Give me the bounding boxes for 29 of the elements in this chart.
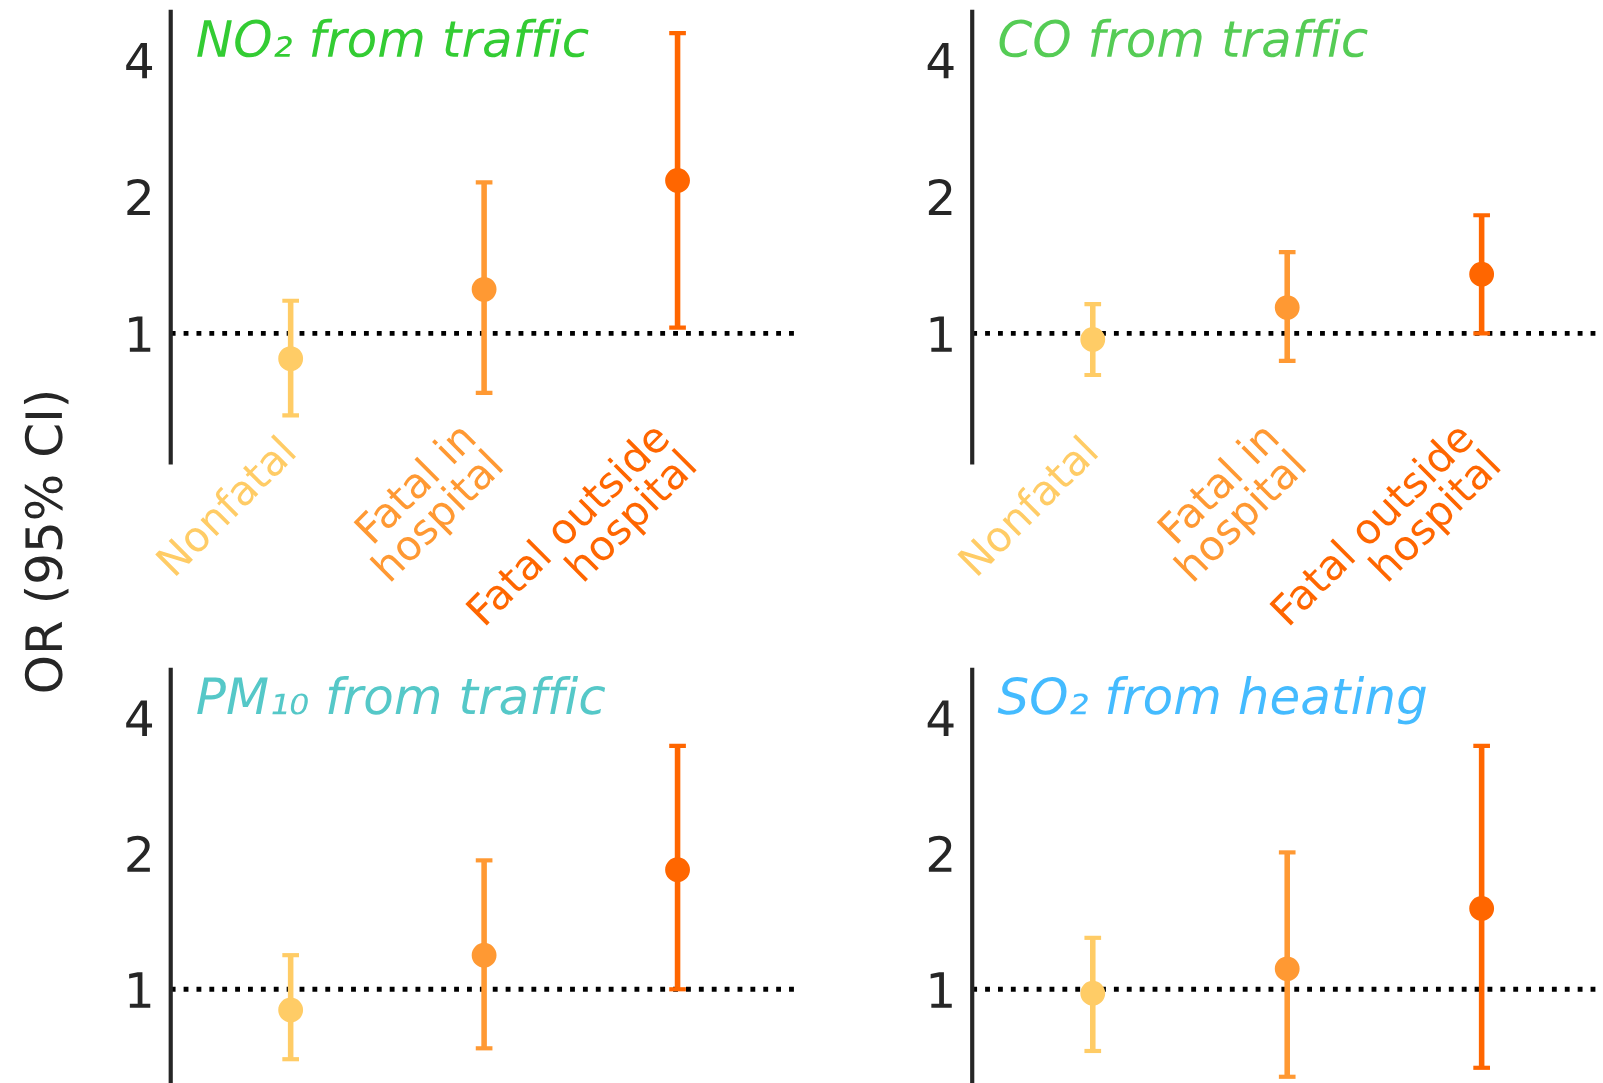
point bbox=[1080, 980, 1106, 1006]
point bbox=[278, 997, 304, 1023]
y-tick-label: 1 bbox=[129, 316, 151, 352]
point bbox=[471, 942, 497, 968]
y-tick-label: 4 bbox=[126, 42, 153, 79]
point bbox=[471, 276, 497, 302]
chart-title: NO₂ from traffic bbox=[197, 18, 589, 58]
point bbox=[1469, 896, 1495, 921]
point bbox=[665, 857, 690, 883]
y-tick-label: 4 bbox=[126, 700, 153, 736]
y-tick-label: 2 bbox=[127, 835, 150, 872]
point bbox=[1080, 326, 1106, 352]
y-tick-label: 2 bbox=[928, 835, 952, 872]
point bbox=[665, 168, 690, 193]
y-axis-title: OR (95% CI) bbox=[23, 392, 69, 692]
chart-title: PM₁₀ from traffic bbox=[197, 676, 606, 715]
y-tick-label: 4 bbox=[927, 700, 954, 736]
point bbox=[1274, 295, 1300, 320]
point bbox=[1274, 956, 1300, 982]
y-tick-label: 2 bbox=[928, 179, 952, 216]
y-tick-label: 1 bbox=[129, 972, 151, 1008]
y-tick-label: 4 bbox=[927, 42, 954, 79]
chart-title: CO from traffic bbox=[999, 18, 1368, 58]
y-tick-label: 1 bbox=[930, 316, 952, 352]
point bbox=[278, 346, 304, 372]
chart-title: SO₂ from heating bbox=[997, 676, 1426, 725]
y-tick-label: 1 bbox=[930, 972, 952, 1008]
y-tick-label: 2 bbox=[127, 179, 150, 216]
point bbox=[1469, 261, 1495, 287]
